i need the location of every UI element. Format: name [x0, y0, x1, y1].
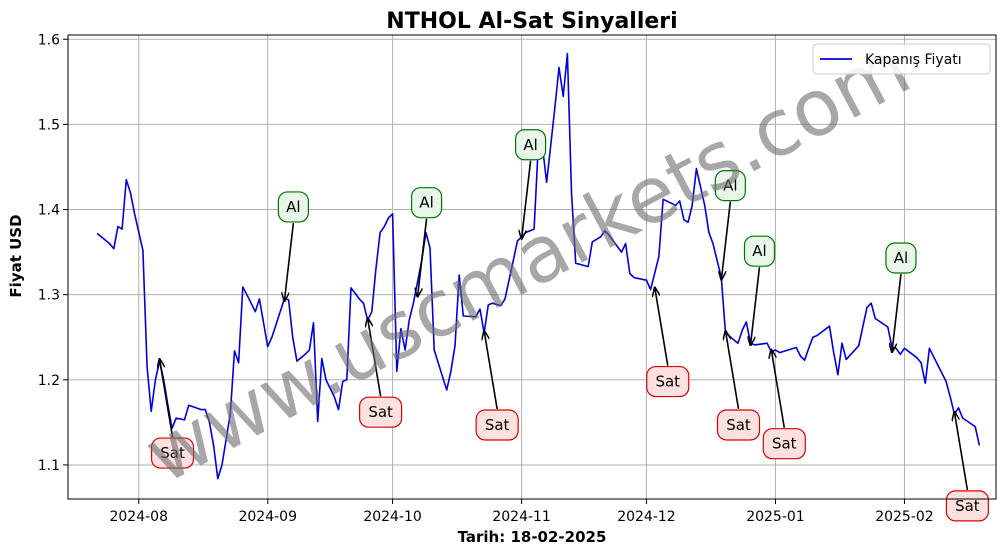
annotation-arrow — [771, 350, 786, 428]
annotation-box — [885, 242, 917, 274]
buy-annotation: Al — [885, 242, 917, 352]
y-axis: 1.1 1.2 1.3 1.4 1.5 1.6 — [38, 32, 68, 474]
annotation-box — [714, 170, 746, 202]
legend-label: Kapanış Fiyatı — [865, 52, 962, 68]
buy-annotation: Al — [714, 170, 746, 280]
annotation-arrow — [484, 331, 498, 410]
x-tick-label: 2024-11 — [492, 509, 551, 525]
annotation-box — [475, 409, 519, 441]
annotation-box — [646, 365, 690, 398]
y-tick-label: 1.6 — [38, 32, 60, 48]
x-tick-label: 2024-10 — [363, 509, 422, 525]
series-layer — [96, 52, 981, 480]
x-tick-label: 2024-08 — [109, 509, 168, 525]
annotation-arrow — [418, 218, 428, 297]
annotation-arrow — [368, 318, 382, 397]
annotation-arrow — [284, 222, 295, 301]
annotation-box — [945, 490, 989, 522]
annotation-label: Al — [723, 177, 737, 195]
annotation-label: Al — [752, 242, 766, 260]
y-tick-label: 1.4 — [38, 203, 60, 219]
annotation-box — [277, 191, 309, 223]
annotation-label: Sat — [726, 416, 751, 434]
sell-annotation: Sat — [646, 288, 690, 398]
price-line — [96, 52, 981, 480]
annotation-box — [150, 437, 195, 469]
annotation-box — [743, 235, 776, 267]
sell-annotation: Sat — [762, 350, 806, 460]
annotation-label: Sat — [655, 373, 680, 391]
x-tick-label: 2025-02 — [875, 509, 934, 525]
annotation-arrow — [954, 412, 969, 490]
plot-frame — [67, 34, 997, 500]
legend: Kapanış Fiyatı — [812, 43, 991, 75]
y-tick-label: 1.5 — [38, 117, 60, 133]
x-tick-label: 2025-01 — [746, 509, 805, 525]
buy-annotation: Al — [410, 187, 443, 297]
annotation-box — [514, 129, 547, 161]
legend-box — [812, 43, 991, 75]
annotation-box — [410, 187, 443, 219]
annotation-label: Sat — [772, 435, 797, 453]
sell-annotation: Sat — [150, 359, 195, 469]
annotation-arrow — [160, 359, 174, 438]
annotation-arrow — [726, 331, 740, 410]
sell-annotation: Sat — [716, 331, 761, 441]
annotation-box — [359, 396, 403, 428]
y-tick-label: 1.3 — [38, 288, 60, 304]
annotation-label: Sat — [368, 403, 393, 421]
annotation-label: Sat — [485, 416, 510, 434]
annotations-layer: Sat Al Sat Al Sat Al Sat Al Sat Al Sat Al Sat — [150, 129, 989, 522]
annotation-label: Sat — [160, 444, 185, 462]
annotation-label: Sat — [955, 497, 980, 515]
chart-title: NTHOL Al-Sat Sinyalleri — [386, 9, 677, 34]
annotation-arrow — [750, 267, 761, 345]
x-tick-label: 2024-09 — [238, 509, 297, 525]
annotation-label: Al — [286, 198, 300, 216]
annotation-arrow — [655, 288, 669, 366]
annotation-label: Al — [523, 136, 537, 154]
y-tick-label: 1.1 — [38, 458, 60, 474]
annotation-arrow — [522, 160, 532, 239]
sell-annotation: Sat — [475, 331, 519, 441]
buy-annotation: Al — [277, 191, 309, 301]
x-tick-label: 2024-12 — [617, 509, 676, 525]
x-axis: 2024-08 2024-09 2024-10 2024-11 2024-12 2025-… — [109, 499, 934, 525]
buy-annotation: Al — [743, 235, 776, 345]
annotation-label: Al — [894, 249, 908, 267]
y-tick-label: 1.2 — [38, 373, 60, 389]
sell-annotation: Sat — [945, 412, 989, 522]
x-axis-label: Tarih: 18-02-2025 — [458, 528, 607, 546]
y-axis-label: Fiyat USD — [7, 214, 25, 297]
sell-annotation: Sat — [359, 318, 403, 428]
annotation-box — [762, 428, 806, 460]
buy-annotation: Al — [514, 129, 547, 239]
annotation-label: Al — [419, 194, 433, 212]
annotation-arrow — [721, 201, 732, 280]
annotation-arrow — [892, 273, 902, 352]
annotation-box — [716, 409, 761, 441]
